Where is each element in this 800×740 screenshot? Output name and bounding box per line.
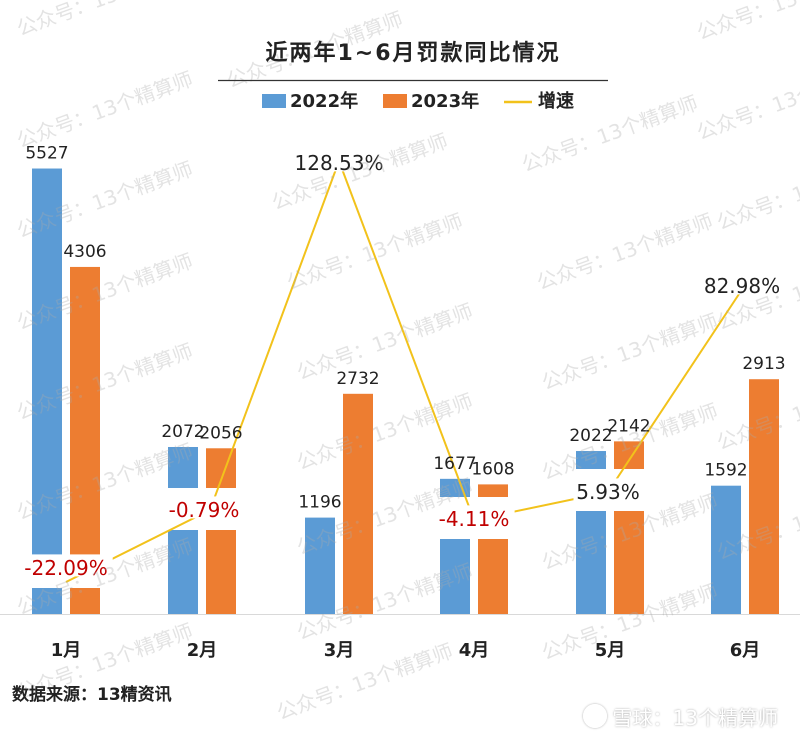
bar-2023-6: [749, 379, 779, 614]
watermark-text-11: 公众号：13个精算师: [539, 309, 721, 395]
watermark-text-1: 公众号：13个精算师: [14, 0, 196, 41]
title-layer: 近两年1~6月罚款同比情况: [218, 40, 608, 82]
bar-2022-3: [305, 517, 335, 614]
value-label-2023-6: 2913: [742, 354, 785, 374]
watermark-text-7: 公众号：13个精算师: [284, 209, 466, 295]
value-label-2023-2: 2056: [199, 423, 242, 443]
watermark-text-10: 公众号：13个精算师: [294, 299, 476, 385]
value-label-2022-6: 1592: [704, 461, 747, 481]
growth-label-bg-5: [573, 478, 643, 501]
growth-label-6: 82.98%: [704, 274, 780, 298]
bar-2023-3: [343, 393, 373, 614]
value-label-2023-5: 2142: [607, 416, 650, 436]
snowball-logo-icon: [582, 704, 607, 728]
growth-label-3: 128.53%: [295, 151, 384, 175]
watermark-text-25: 公众号：13个精算师: [714, 149, 800, 235]
bar-2022-1: [32, 168, 62, 614]
value-label-2022-5: 2022: [569, 426, 612, 446]
growth-label-4: -4.11%: [439, 507, 510, 531]
data-source-note: 数据来源：13精资讯: [12, 685, 172, 705]
x-tick-label-6: 6月: [730, 640, 761, 661]
watermark-text-22: 公众号：13个精算师: [274, 639, 456, 725]
growth-label-bg-6: [701, 272, 783, 295]
legend-label-2022: 2022年: [290, 90, 358, 112]
x-tick-label-2: 2月: [187, 640, 218, 661]
value-label-2023-1: 4306: [63, 242, 106, 262]
bars-layer: [0, 168, 800, 615]
watermark-text-3: 公众号：13个精算师: [14, 67, 196, 153]
value-label-2023-3: 2732: [336, 369, 379, 389]
legend-swatch-2022: [262, 94, 286, 108]
value-label-2022-4: 1677: [433, 454, 476, 474]
watermark-text-24: 公众号：13个精算师: [694, 59, 800, 145]
growth-label-bg-1: [19, 554, 113, 577]
value-label-2022-2: 2072: [161, 422, 204, 442]
credit-text: 雪球：13个精算师: [612, 706, 778, 730]
growth-label-5: 5.93%: [576, 480, 640, 504]
growth-label-bg-3: [292, 149, 386, 172]
legend-label-growth: 增速: [538, 90, 574, 112]
value-label-2023-4: 1608: [471, 459, 514, 479]
growth-label-bg-2: [163, 496, 245, 519]
growth-label-bg-4: [433, 505, 515, 528]
x-tick-label-3: 3月: [324, 640, 355, 661]
bar-2023-2: [206, 448, 236, 614]
growth-label-2: -0.79%: [169, 498, 240, 522]
growth-series-line: [65, 158, 746, 583]
value-label-2022-3: 1196: [298, 493, 341, 513]
growth-line-layer: [65, 158, 746, 583]
watermark-text-23: 公众号：13个精算师: [694, 0, 800, 45]
legend-swatch-2023: [383, 94, 407, 108]
growth-label-1: -22.09%: [24, 556, 107, 580]
watermark-text-8: 公众号：13个精算师: [534, 209, 716, 295]
x-tick-label-1: 1月: [51, 640, 82, 661]
chart-title: 近两年1~6月罚款同比情况: [265, 40, 560, 66]
x-tick-label-4: 4月: [459, 640, 490, 661]
bar-2022-6: [711, 485, 741, 614]
bar-2022-2: [168, 446, 198, 614]
legend: 2022年 2023年 增速: [262, 90, 574, 112]
value-label-2022-1: 5527: [25, 144, 68, 164]
legend-label-2023: 2023年: [411, 90, 479, 112]
x-tick-label-5: 5月: [595, 640, 626, 661]
credit-label: 雪球：13个精算师: [582, 702, 778, 731]
